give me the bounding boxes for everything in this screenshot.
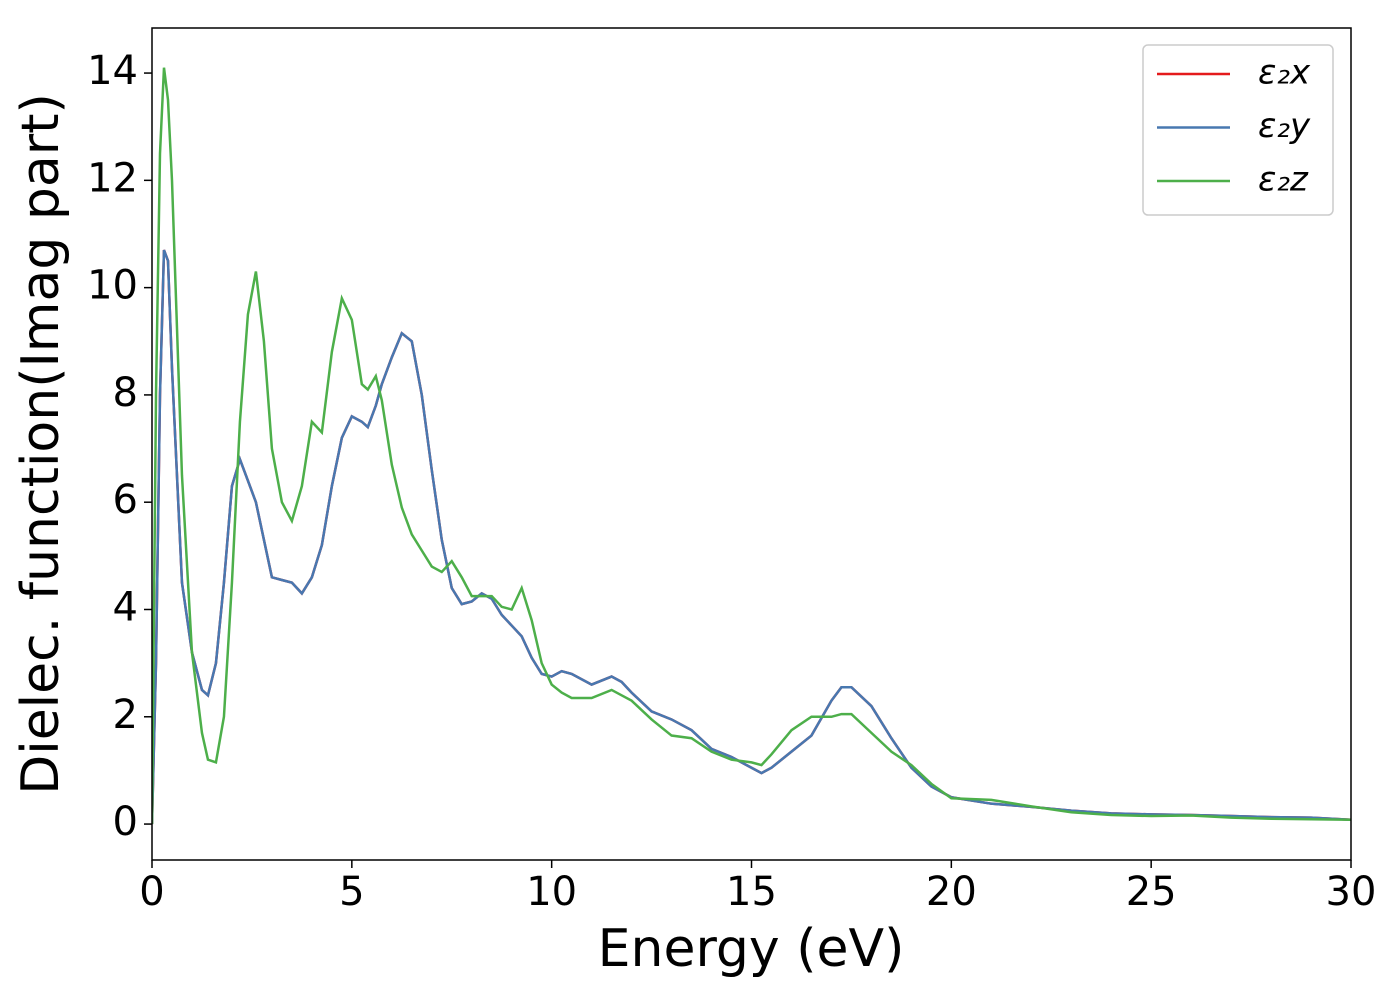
legend-label: ε₂z xyxy=(1258,160,1309,200)
y-tick-label: 2 xyxy=(113,692,138,738)
series-line xyxy=(152,249,1351,825)
legend-box xyxy=(1142,44,1334,216)
x-tick-label: 25 xyxy=(1126,869,1177,915)
x-tick-label: 30 xyxy=(1326,869,1377,915)
y-tick-label: 0 xyxy=(113,799,138,845)
plot-frame xyxy=(151,27,1352,861)
y-tick-label: 12 xyxy=(87,155,138,201)
legend-label: ε₂x xyxy=(1258,53,1311,93)
x-tick-label: 15 xyxy=(726,869,777,915)
series-line xyxy=(152,249,1351,825)
y-tick-label: 4 xyxy=(113,584,138,630)
y-axis-label: Dielec. function(Imag part) xyxy=(11,93,71,795)
series-line xyxy=(152,67,1351,825)
x-axis-label: Energy (eV) xyxy=(598,919,905,979)
y-tick-label: 14 xyxy=(87,48,138,94)
y-tick-label: 10 xyxy=(87,263,138,309)
y-tick-label: 8 xyxy=(113,370,138,416)
x-tick-label: 0 xyxy=(139,869,164,915)
legend-label: ε₂y xyxy=(1258,106,1311,146)
x-tick-label: 20 xyxy=(926,869,977,915)
x-tick-label: 5 xyxy=(339,869,364,915)
x-tick-label: 10 xyxy=(526,869,577,915)
y-tick-label: 6 xyxy=(113,477,138,523)
